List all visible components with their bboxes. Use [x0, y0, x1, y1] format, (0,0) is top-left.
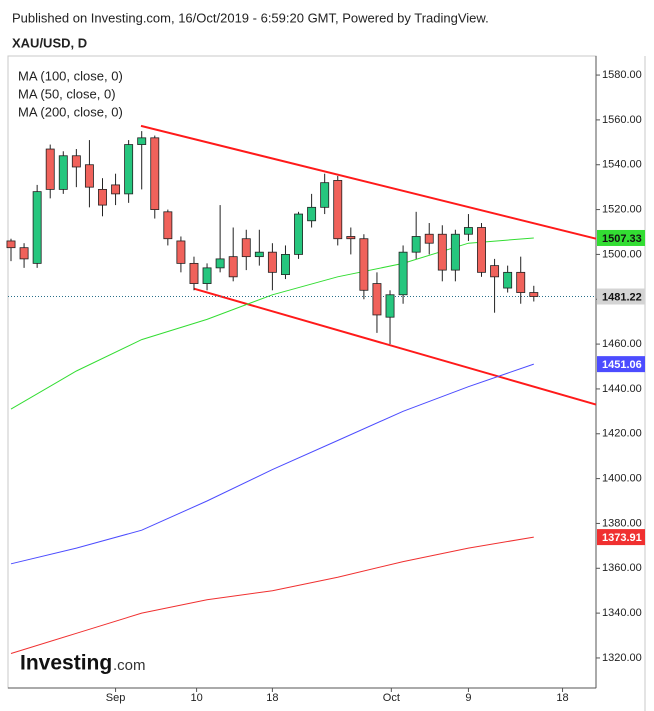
legend-entry: MA (50, close, 0) [18, 86, 116, 101]
y-tick-label: 1380.00 [602, 517, 642, 529]
candle-body [294, 213, 303, 255]
x-tick-label: Oct [383, 692, 400, 704]
candle-body [424, 233, 434, 244]
y-tick-label: 1500.00 [602, 248, 642, 260]
trendline [193, 287, 597, 406]
plot-layer: 1320.00 1340.00 1360.00 1380.00 1400.00 1420.… [6, 68, 642, 704]
x-tick-label: 18 [266, 692, 278, 704]
y-tick-label: 1460.00 [602, 338, 642, 350]
candle-body [503, 271, 513, 289]
value-box [597, 288, 645, 305]
x-tick-label: 18 [556, 692, 568, 704]
value-box-label: 1481.22 [602, 291, 642, 303]
y-tick-label: 1440.00 [602, 383, 642, 395]
candle-body [307, 206, 317, 222]
y-tick-label: 1400.00 [602, 473, 642, 485]
logo-suffix: .com [113, 657, 146, 674]
y-tick-label: 1520.00 [602, 203, 642, 215]
published-note: Published on Investing.com, 16/Oct/2019 … [12, 10, 489, 25]
candle-body [359, 238, 369, 291]
candle-body [281, 254, 290, 275]
y-tick-label: 1420.00 [602, 428, 642, 440]
value-box [597, 356, 645, 373]
candle-body [84, 164, 94, 188]
candle-body [137, 137, 147, 145]
candle-body [71, 155, 81, 168]
candle-body [241, 238, 251, 258]
candle-body [490, 265, 500, 278]
candle-body [228, 256, 238, 278]
y-tick-label: 1340.00 [602, 607, 642, 619]
candle-body [58, 155, 68, 190]
x-tick-label: 10 [190, 692, 202, 704]
candle-body [98, 188, 107, 206]
candle-body [346, 236, 356, 240]
value-box [597, 529, 645, 546]
legend-entry: MA (100, close, 0) [18, 68, 123, 83]
candle-body [267, 251, 277, 273]
candle-body [124, 144, 134, 195]
candle-body [529, 292, 539, 297]
y-tick-label: 1540.00 [602, 159, 642, 171]
candle-body [111, 184, 121, 195]
candle-body [450, 233, 460, 271]
value-box-label: 1373.91 [602, 532, 642, 544]
candle-body [398, 251, 408, 296]
candle-body [333, 180, 343, 240]
x-tick-label: 9 [465, 692, 471, 704]
candle-body [19, 247, 29, 260]
candle-body [163, 211, 173, 240]
y-tick-label: 1360.00 [602, 562, 642, 574]
value-box [597, 229, 645, 246]
candle-body [150, 137, 160, 210]
candle-body [516, 271, 526, 293]
candle-body [215, 258, 225, 269]
candle-body [176, 240, 186, 264]
candle-body [477, 227, 486, 273]
y-tick-label: 1560.00 [602, 114, 642, 126]
candle-body [463, 227, 473, 235]
x-tick-label: Sep [106, 692, 126, 704]
candle-body [385, 294, 395, 318]
value-box-label: 1507.33 [602, 233, 642, 245]
y-tick-label: 1580.00 [602, 69, 642, 81]
candle-body [202, 267, 212, 284]
candle-body [411, 236, 421, 253]
ma-line [10, 363, 534, 565]
y-tick-label: 1320.00 [602, 652, 642, 664]
candle-body [254, 251, 264, 258]
candle-body [372, 283, 382, 316]
candle-body [6, 240, 16, 249]
trendline [140, 124, 597, 240]
candle-body [32, 191, 42, 264]
logo: Investing [20, 652, 112, 675]
candle-body [437, 233, 447, 271]
legend-entry: MA (200, close, 0) [18, 104, 123, 119]
candle-body [320, 182, 330, 208]
candle-body [45, 148, 55, 190]
candle-body [189, 262, 199, 284]
ma-line [10, 536, 534, 654]
chart-title: XAU/USD, D [12, 35, 87, 50]
value-box-label: 1451.06 [602, 359, 642, 371]
